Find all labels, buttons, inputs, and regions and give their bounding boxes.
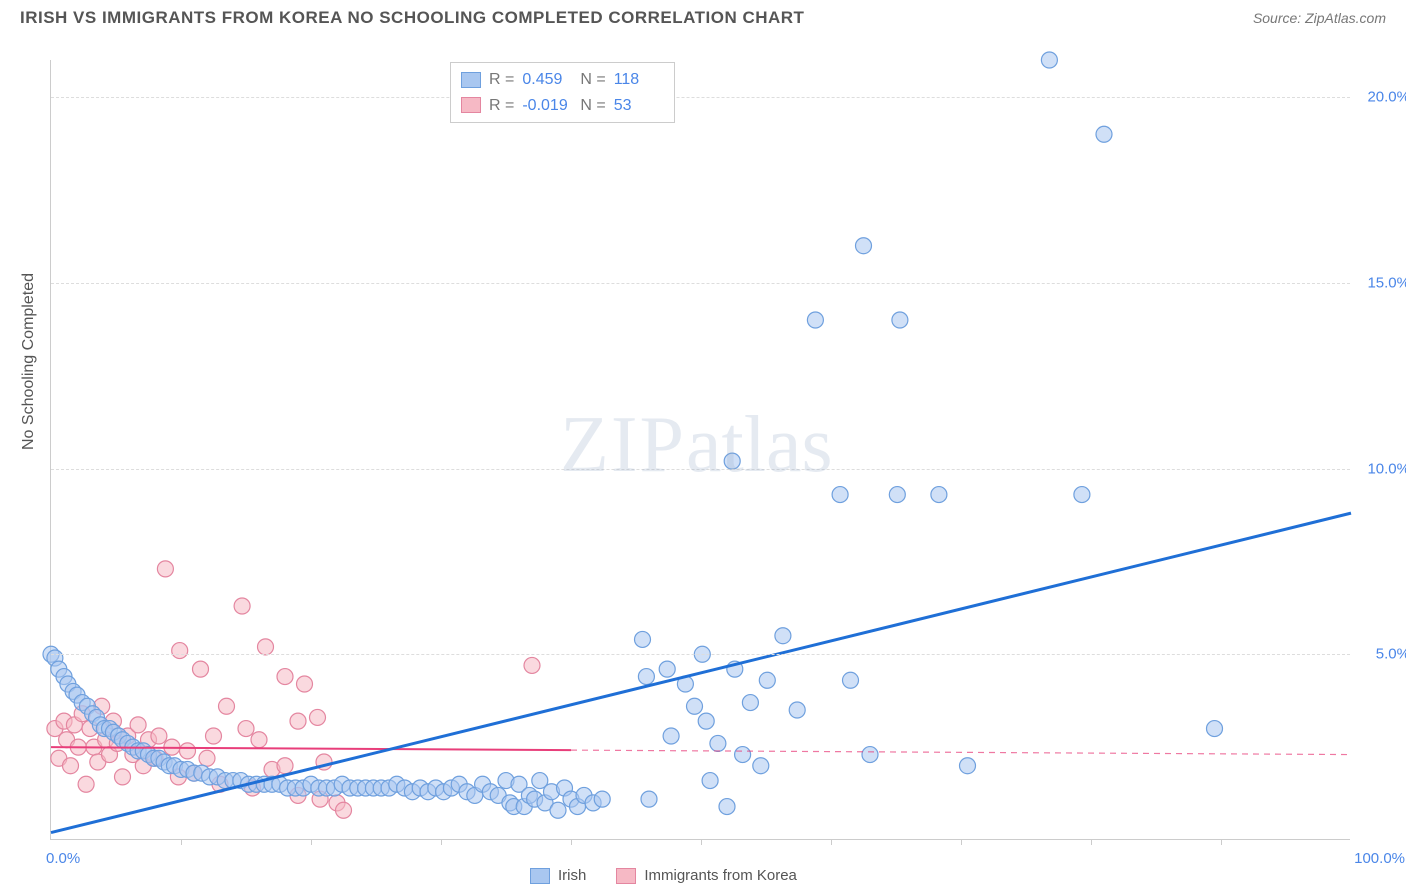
r-label: R = (489, 67, 514, 93)
x-tick-mark (311, 839, 312, 845)
korea-n-value: 53 (614, 93, 664, 119)
x-min-label: 0.0% (46, 850, 80, 867)
n-label: N = (580, 67, 605, 93)
swatch-korea (461, 97, 481, 113)
irish-n-value: 118 (614, 67, 664, 93)
legend-korea-label: Immigrants from Korea (644, 867, 797, 884)
x-tick-mark (831, 839, 832, 845)
x-tick-mark (701, 839, 702, 845)
gridline (51, 97, 1350, 98)
legend-irish-label: Irish (558, 867, 586, 884)
chart-plot-area: 0.0% 100.0% 5.0%10.0%15.0%20.0% (50, 60, 1350, 840)
source-text: Source: ZipAtlas.com (1253, 10, 1386, 26)
x-tick-mark (181, 839, 182, 845)
stats-row-korea: R = -0.019 N = 53 (461, 93, 664, 119)
swatch-irish (461, 72, 481, 88)
y-tick-label: 20.0% (1367, 89, 1406, 106)
x-tick-mark (441, 839, 442, 845)
x-tick-mark (961, 839, 962, 845)
y-tick-label: 5.0% (1376, 646, 1406, 663)
x-max-label: 100.0% (1354, 850, 1405, 867)
legend-item-korea: Immigrants from Korea (616, 867, 797, 884)
gridline (51, 654, 1350, 655)
stats-legend-box: R = 0.459 N = 118 R = -0.019 N = 53 (450, 62, 675, 123)
stats-row-irish: R = 0.459 N = 118 (461, 67, 664, 93)
gridline (51, 283, 1350, 284)
scatter-svg (51, 60, 1350, 839)
r-label: R = (489, 93, 514, 119)
x-tick-mark (1221, 839, 1222, 845)
y-axis-label: No Schooling Completed (20, 273, 38, 450)
y-tick-label: 10.0% (1367, 460, 1406, 477)
swatch-irish-icon (530, 868, 550, 884)
y-tick-label: 15.0% (1367, 274, 1406, 291)
n-label: N = (580, 93, 605, 119)
korea-r-value: -0.019 (522, 93, 572, 119)
swatch-korea-icon (616, 868, 636, 884)
x-tick-mark (571, 839, 572, 845)
bottom-legend: Irish Immigrants from Korea (530, 867, 797, 884)
x-tick-mark (1091, 839, 1092, 845)
gridline (51, 469, 1350, 470)
chart-title: IRISH VS IMMIGRANTS FROM KOREA NO SCHOOL… (20, 8, 804, 28)
irish-r-value: 0.459 (522, 67, 572, 93)
legend-item-irish: Irish (530, 867, 586, 884)
